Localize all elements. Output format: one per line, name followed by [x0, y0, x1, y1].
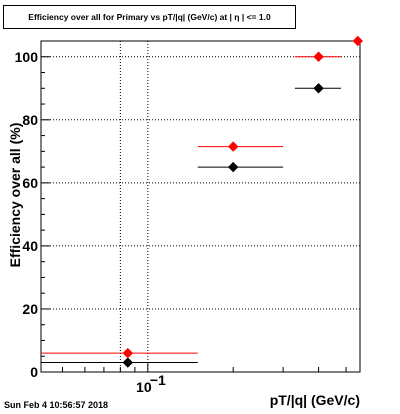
- chart-title: Efficiency over all for Primary vs pT/|q…: [28, 12, 271, 22]
- data-point: [352, 35, 363, 47]
- x-axis-title: pT/|q| (GeV/c): [270, 392, 360, 408]
- data-point: [122, 357, 134, 368]
- y-tick-label: 100: [15, 49, 39, 65]
- x-tick-label: 10: [136, 379, 152, 395]
- grid: [41, 41, 360, 373]
- data-point: [313, 83, 324, 94]
- y-tick-labels: 0 20 40 60 80 100: [15, 49, 39, 380]
- y-tick-label: 40: [22, 238, 38, 254]
- y-tick-label: 20: [22, 301, 38, 317]
- data-point: [122, 347, 134, 359]
- axis-ticks: [41, 56, 347, 373]
- y-tick-label: 80: [22, 112, 38, 128]
- chart-title-box: Efficiency over all for Primary vs pT/|q…: [3, 5, 296, 29]
- y-tick-label: 60: [22, 175, 38, 191]
- timestamp: Sun Feb 4 10:56:57 2018: [4, 400, 109, 410]
- data-point: [227, 161, 239, 173]
- series-layer: [41, 35, 363, 368]
- x-tick-exponent: −1: [150, 372, 166, 388]
- plot-frame: [40, 40, 361, 373]
- data-point: [313, 51, 324, 62]
- x-tick-labels: 10−1: [136, 372, 166, 395]
- y-axis-title: Efficiency over all (%): [7, 123, 23, 268]
- data-point: [227, 141, 239, 152]
- y-tick-label: 0: [30, 364, 38, 380]
